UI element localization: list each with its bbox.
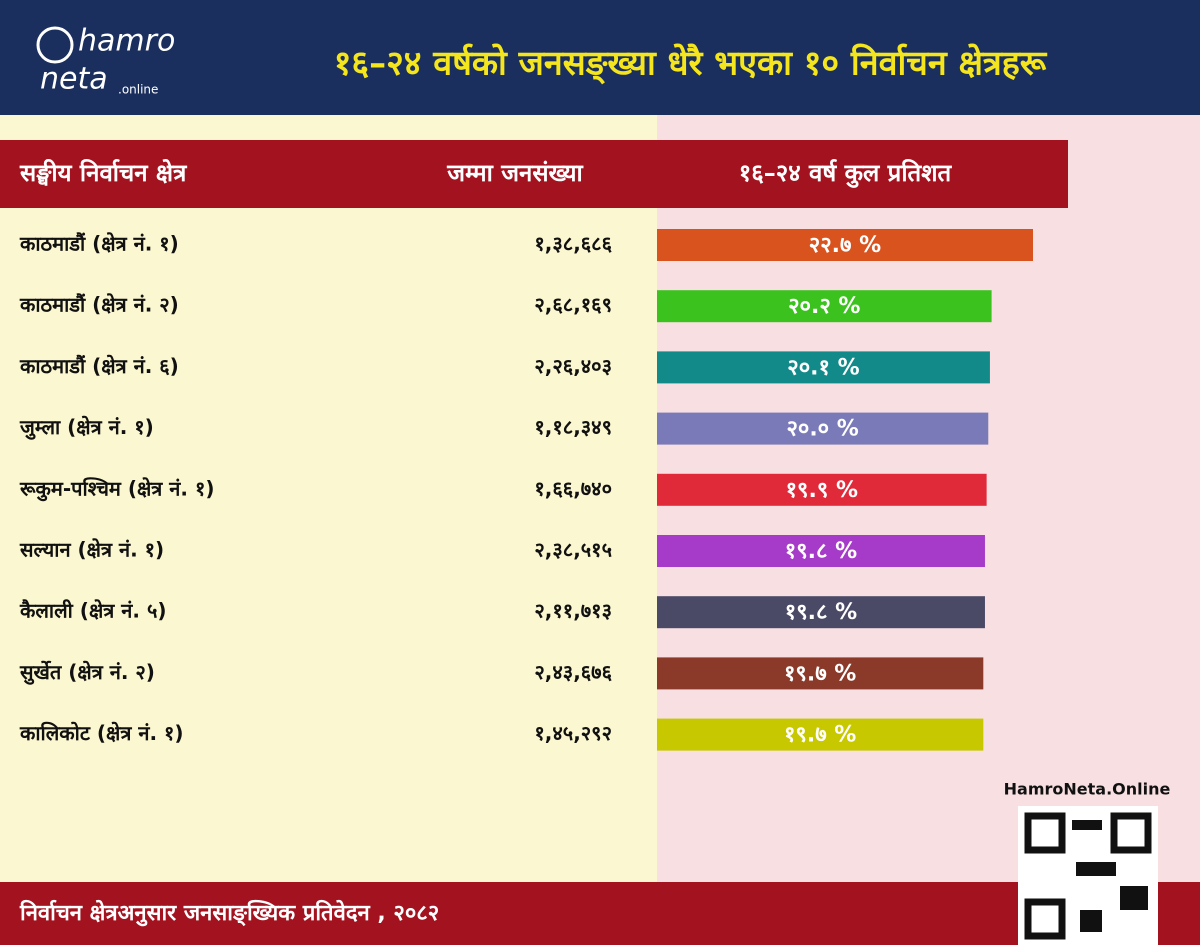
constituency: सल्यान (क्षेत्र नं. १) [19,538,164,562]
qr-module [1072,820,1102,830]
site-label: HamroNeta.Online [1004,780,1171,799]
bar [657,596,985,629]
left-panel [0,115,657,882]
population: २,४३,६७६ [534,660,612,684]
constituency: रूकुम-पश्चिम (क्षेत्र नं. १) [19,476,215,501]
bar [657,718,984,751]
qr-finder [1024,898,1066,940]
column-header: सङ्घीय निर्वाचन क्षेत्र [19,159,188,187]
logo-globe [36,26,74,64]
value-label: २०.२ % [788,294,860,319]
population: १,४५,२९२ [534,721,612,745]
constituency: सुर्खेत (क्षेत्र नं. २) [19,660,155,685]
title: १६–२४ वर्षको जनसङ्ख्या धेरै भएका १० निर्… [334,43,1048,85]
footer-bar [0,882,1200,945]
value-label: १९.८ % [785,600,857,625]
constituency: काठमाडौं (क्षेत्र नं. १) [19,232,179,256]
qr-module [1080,910,1102,932]
population: २,३८,५१५ [534,538,612,562]
logo-suffix: .online [118,83,158,97]
bar [657,473,987,506]
population: १,३८,६८६ [534,232,612,256]
bar [657,412,989,445]
population: १,६६,७४० [534,476,612,500]
population: २,२६,४०३ [534,354,612,378]
logo-line1: hamro [78,24,175,59]
value-label: २०.१ % [787,355,859,380]
value-label: २०.० % [786,417,858,442]
value-label: २२.७ % [809,233,881,258]
value-label: १९.७ % [784,723,856,748]
qr-module [1076,862,1116,876]
constituency: कालिकोट (क्षेत्र नं. १) [19,721,184,745]
bar [657,229,1033,261]
header-bar [0,0,1200,115]
bar [657,657,984,690]
value-label: १९.७ % [784,661,856,686]
constituency: काठमाडौं (क्षेत्र नं. ६) [19,354,179,378]
footer-text: निर्वाचन क्षेत्रअनुसार जनसाङ्ख्यिक प्रति… [19,899,439,927]
column-header: १६–२४ वर्ष कुल प्रतिशत [739,159,953,188]
table-header [0,140,1068,208]
population: २,११,७१३ [534,599,612,623]
population: १,१८,३४९ [534,415,612,439]
bar [657,290,992,323]
constituency: कैलाली (क्षेत्र नं. ५) [19,599,167,623]
constituency: जुम्ला (क्षेत्र नं. १) [19,415,154,440]
qr-finder [1110,812,1152,854]
bar [657,351,990,384]
column-header: जम्मा जनसंख्या [446,159,583,187]
qr-code [1018,806,1158,945]
qr-module [1120,886,1148,910]
logo-line2: neta [40,62,108,97]
qr-finder [1024,812,1066,854]
population: २,६८,१६९ [534,293,612,317]
value-label: १९.९ % [786,478,858,503]
bar [657,535,985,567]
constituency: काठमाडौं (क्षेत्र नं. २) [19,293,179,317]
value-label: १९.८ % [785,539,857,564]
